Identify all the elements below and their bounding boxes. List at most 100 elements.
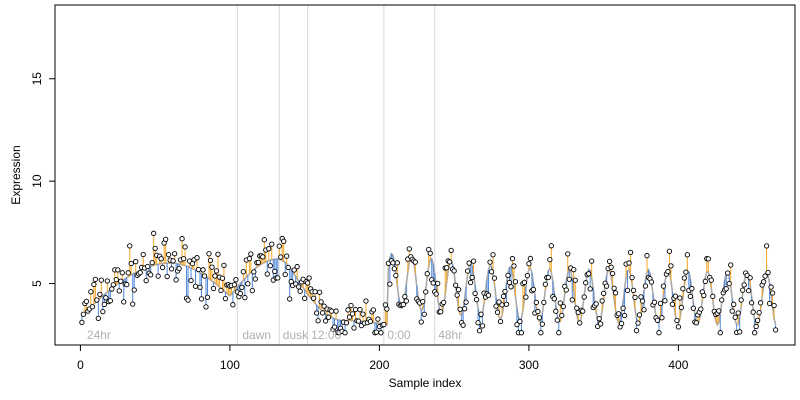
data-point [433,291,439,297]
data-point [357,306,363,313]
data-point [701,292,707,299]
data-point [563,287,569,293]
plot-frame [54,4,796,346]
data-point [457,306,463,312]
data-point [427,250,433,256]
data-point [203,304,209,310]
data-point [110,282,116,288]
data-point [548,243,554,249]
data-point [182,244,188,250]
data-point [675,324,682,330]
data-point [751,330,758,336]
data-point [750,309,756,315]
data-point [430,280,436,286]
data-point [551,296,557,302]
x-axis-title: Sample index [389,376,462,390]
data-point [763,243,770,249]
data-point [593,301,599,307]
data-point [155,273,161,279]
data-point [681,275,688,281]
data-point [500,293,507,299]
data-point [98,277,104,283]
data-point [373,329,380,335]
data-point [463,299,469,305]
data-point [115,267,121,273]
data-point [293,281,299,287]
data-point [648,279,655,285]
y-tick-label: 15 [30,72,44,86]
data-point [702,278,708,284]
data-point [213,268,220,274]
data-point [633,328,640,334]
data-point [209,264,215,270]
data-point [527,255,534,262]
data-point [158,256,164,262]
data-point [741,282,747,288]
data-point [662,298,668,304]
data-point [318,299,324,305]
data-point [735,310,741,316]
data-point [771,302,777,309]
data-point [517,318,523,325]
data-point [107,298,113,304]
data-point [444,265,450,271]
data-point [660,283,667,289]
data-point [131,287,137,293]
data-point [611,285,617,291]
data-point [255,259,261,266]
data-point [448,247,454,254]
data-point [754,317,761,324]
data-point [716,308,722,314]
data-point [503,301,510,307]
data-point [267,263,273,269]
data-point [294,263,300,270]
data-point [319,310,326,316]
data-point [509,255,516,262]
data-point [424,271,430,277]
data-point [494,309,501,315]
data-point [479,323,486,329]
data-point [669,301,676,307]
data-point [598,321,604,327]
data-point [240,269,247,275]
data-point [618,320,625,327]
data-point [624,287,631,294]
data-point [275,275,281,281]
data-point [251,269,257,275]
x-tick-label: 100 [220,358,240,372]
data-point [210,285,217,292]
data-point [100,308,106,315]
data-point [635,320,641,326]
data-point [402,294,408,300]
data-point [296,284,302,290]
data-point [212,273,218,279]
data-point [325,314,332,320]
data-point [629,274,635,281]
data-point [677,295,683,301]
data-point [554,317,560,323]
data-point [355,318,362,324]
data-point [367,318,374,325]
phase-label-4: 0:00 [387,328,411,342]
data-point [502,288,508,295]
data-point [680,286,686,292]
data-point [560,303,566,310]
data-point [133,258,139,265]
data-point [603,283,610,289]
data-point [756,309,762,316]
data-point [740,287,746,293]
data-point [310,295,317,301]
data-point [103,295,109,301]
x-tick-label: 0 [77,358,84,372]
data-point [630,287,637,294]
data-point [418,319,424,325]
data-point [455,287,462,293]
data-point [331,324,338,330]
data-point [657,300,664,307]
data-point [738,297,744,303]
data-point [351,325,357,331]
data-point [143,278,149,284]
data-point [148,272,154,278]
data-point [626,260,632,266]
data-point [606,258,613,265]
